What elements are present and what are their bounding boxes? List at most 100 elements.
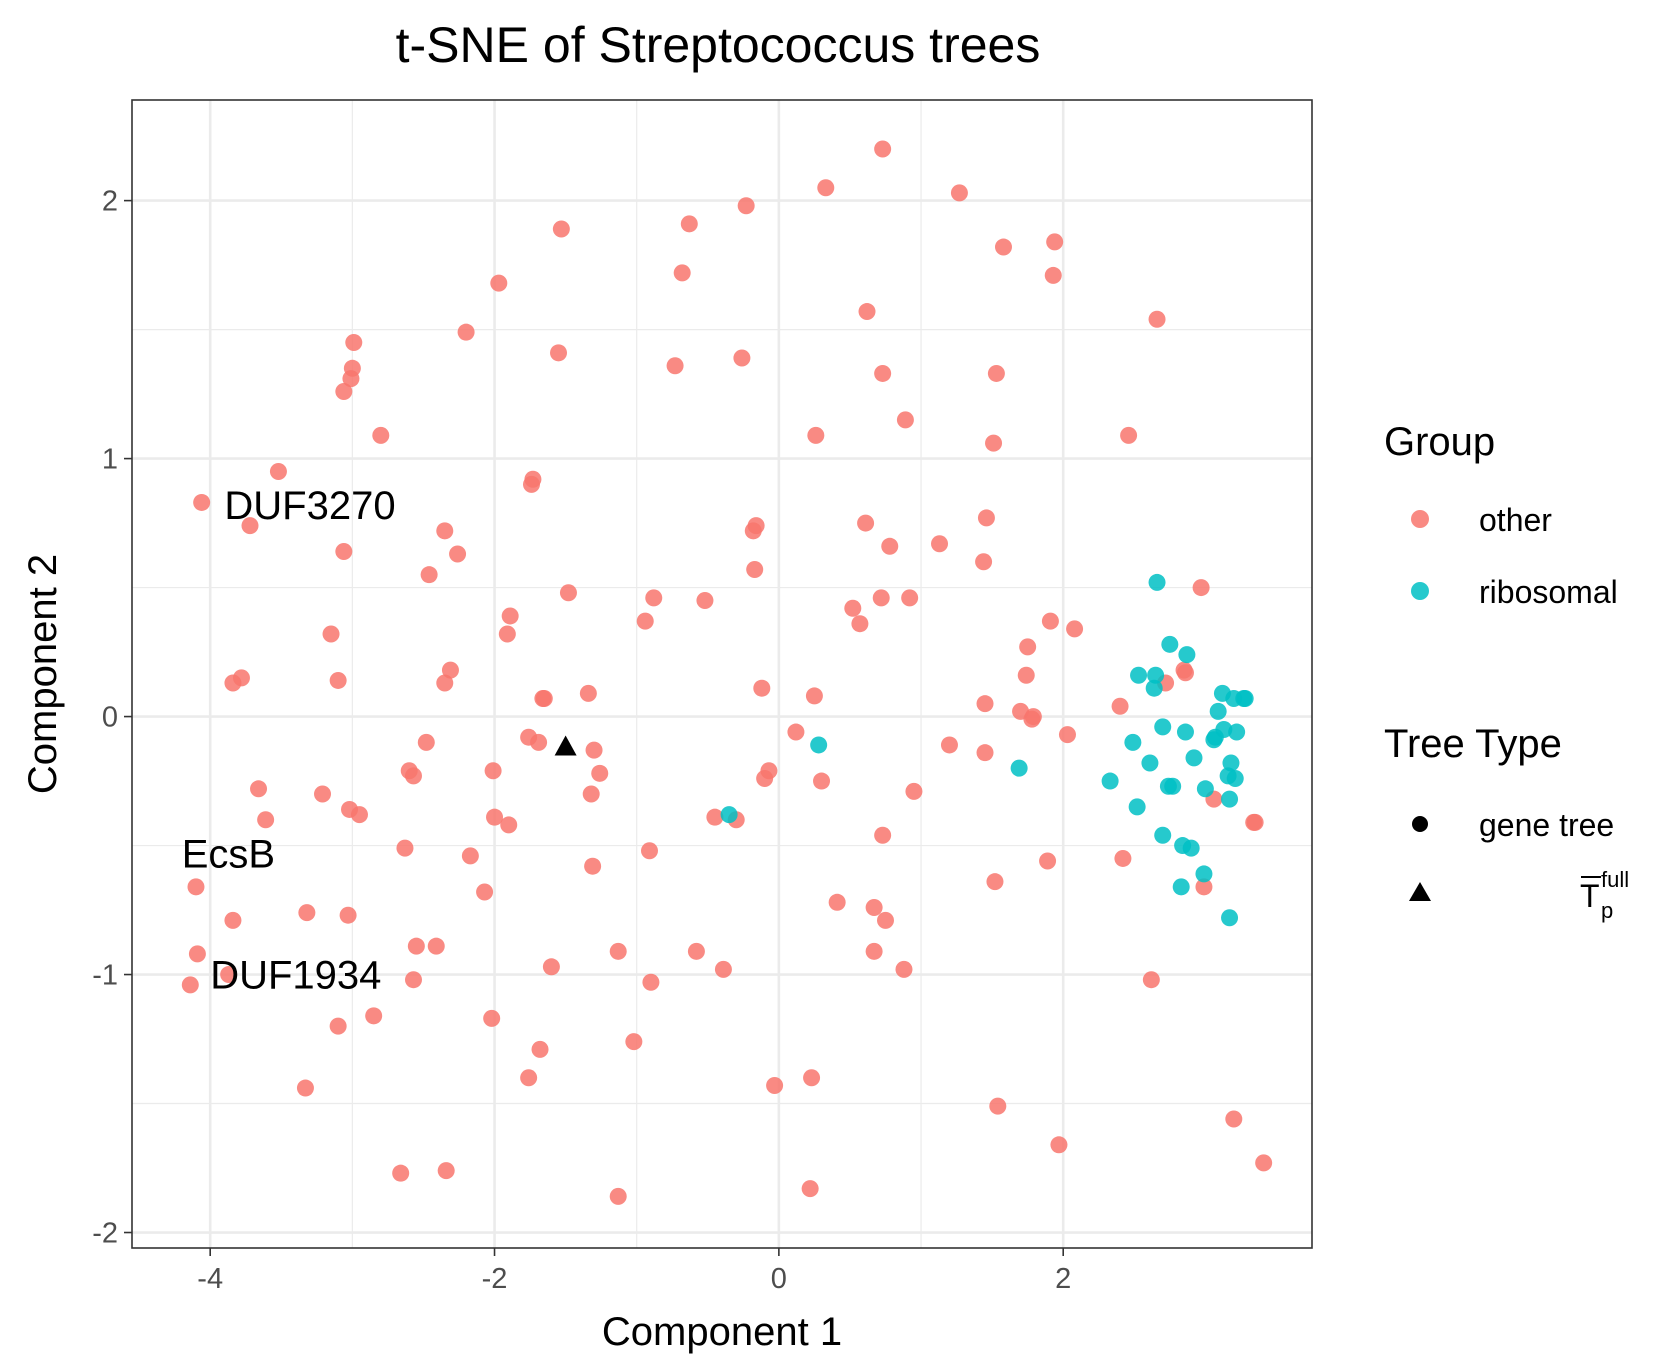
point-other — [350, 806, 368, 824]
point-other — [552, 220, 570, 238]
point-ribosomal — [1130, 666, 1148, 684]
chart-title: t-SNE of Streptococcus trees — [396, 17, 1041, 73]
point-other — [844, 599, 862, 617]
axis-ticks: -4 -2 0 2 -2 -1 0 1 2 — [92, 186, 1071, 1295]
point-other — [542, 958, 560, 976]
point-other — [584, 857, 602, 875]
legend-label-consensus-main: T — [1580, 878, 1600, 914]
legend-key-other — [1411, 510, 1429, 528]
point-other — [365, 1007, 383, 1025]
point-other — [1195, 878, 1213, 896]
point-other — [1176, 664, 1194, 682]
point-other — [342, 370, 360, 388]
point-other — [269, 462, 287, 480]
point-other — [1192, 579, 1210, 597]
point-ribosomal — [1205, 731, 1223, 749]
point-other — [314, 785, 332, 803]
point-other — [1041, 612, 1059, 630]
point-other — [874, 364, 892, 382]
legend-key-gene-tree — [1412, 816, 1428, 832]
annotation-label: EcsB — [182, 832, 275, 876]
point-other — [636, 612, 654, 630]
point-other — [530, 733, 548, 751]
point-other — [828, 893, 846, 911]
point-ribosomal — [1147, 666, 1165, 684]
point-other — [950, 184, 968, 202]
point-other — [241, 517, 259, 535]
point-other — [335, 383, 353, 401]
point-other — [756, 769, 774, 787]
data-points — [181, 140, 1273, 1205]
point-other — [335, 542, 353, 560]
point-other — [591, 764, 609, 782]
point-other — [746, 561, 764, 579]
point-other — [976, 744, 994, 762]
point-other — [396, 839, 414, 857]
point-other — [985, 434, 1003, 452]
point-other — [490, 274, 508, 292]
point-other — [484, 762, 502, 780]
point-other — [296, 1079, 314, 1097]
point-other — [498, 625, 516, 643]
point-ribosomal — [720, 806, 738, 824]
point-other — [404, 767, 422, 785]
point-other — [1046, 233, 1064, 251]
legend-label-other: other — [1479, 502, 1552, 538]
point-other — [817, 179, 835, 197]
point-other — [224, 674, 242, 692]
point-ribosomal — [1196, 780, 1214, 798]
point-other — [486, 808, 504, 826]
point-other — [461, 847, 479, 865]
point-other — [1225, 1110, 1243, 1128]
point-other — [640, 842, 658, 860]
point-ribosomal — [1176, 723, 1194, 741]
point-other — [625, 1033, 643, 1051]
point-ribosomal — [1161, 635, 1179, 653]
point-other — [642, 973, 660, 991]
point-other — [994, 238, 1012, 256]
point-other — [520, 1069, 538, 1087]
legend-label-ribosomal: ribosomal — [1479, 574, 1618, 610]
point-other — [559, 584, 577, 602]
point-other — [747, 517, 765, 535]
point-other — [687, 942, 705, 960]
y-tick-label: -1 — [92, 960, 118, 992]
point-other — [986, 873, 1004, 891]
point-other — [865, 942, 883, 960]
point-other — [187, 878, 205, 896]
point-other — [535, 690, 553, 708]
point-other — [987, 364, 1005, 382]
point-other — [1017, 666, 1035, 684]
point-other — [298, 904, 316, 922]
point-other — [766, 1076, 784, 1094]
point-other — [975, 553, 993, 571]
legend-label-consensus-sup: full — [1601, 867, 1629, 892]
point-other — [872, 589, 890, 607]
point-other — [1142, 971, 1160, 989]
y-tick-label: 0 — [102, 702, 118, 734]
legend-type-title: Tree Type — [1384, 722, 1562, 766]
point-other — [901, 589, 919, 607]
point-ribosomal — [1222, 754, 1240, 772]
point-other — [531, 1040, 549, 1058]
point-other — [874, 140, 892, 158]
point-other — [874, 826, 892, 844]
point-other — [1044, 266, 1062, 284]
x-tick-label: 2 — [1055, 1263, 1071, 1295]
point-other — [1111, 697, 1129, 715]
x-tick-label: 0 — [771, 1263, 787, 1295]
point-other — [1019, 638, 1037, 656]
point-ribosomal — [1178, 646, 1196, 664]
point-other — [436, 522, 454, 540]
point-other — [714, 960, 732, 978]
point-other — [441, 661, 459, 679]
y-tick-label: -2 — [92, 1218, 118, 1250]
point-other — [931, 535, 949, 553]
legend: Group other ribosomal Tree Type gene tre… — [1384, 420, 1629, 923]
point-other — [417, 733, 435, 751]
point-ribosomal — [1221, 909, 1239, 927]
x-tick-label: -2 — [482, 1263, 508, 1295]
point-other — [706, 808, 724, 826]
point-other — [457, 323, 475, 341]
